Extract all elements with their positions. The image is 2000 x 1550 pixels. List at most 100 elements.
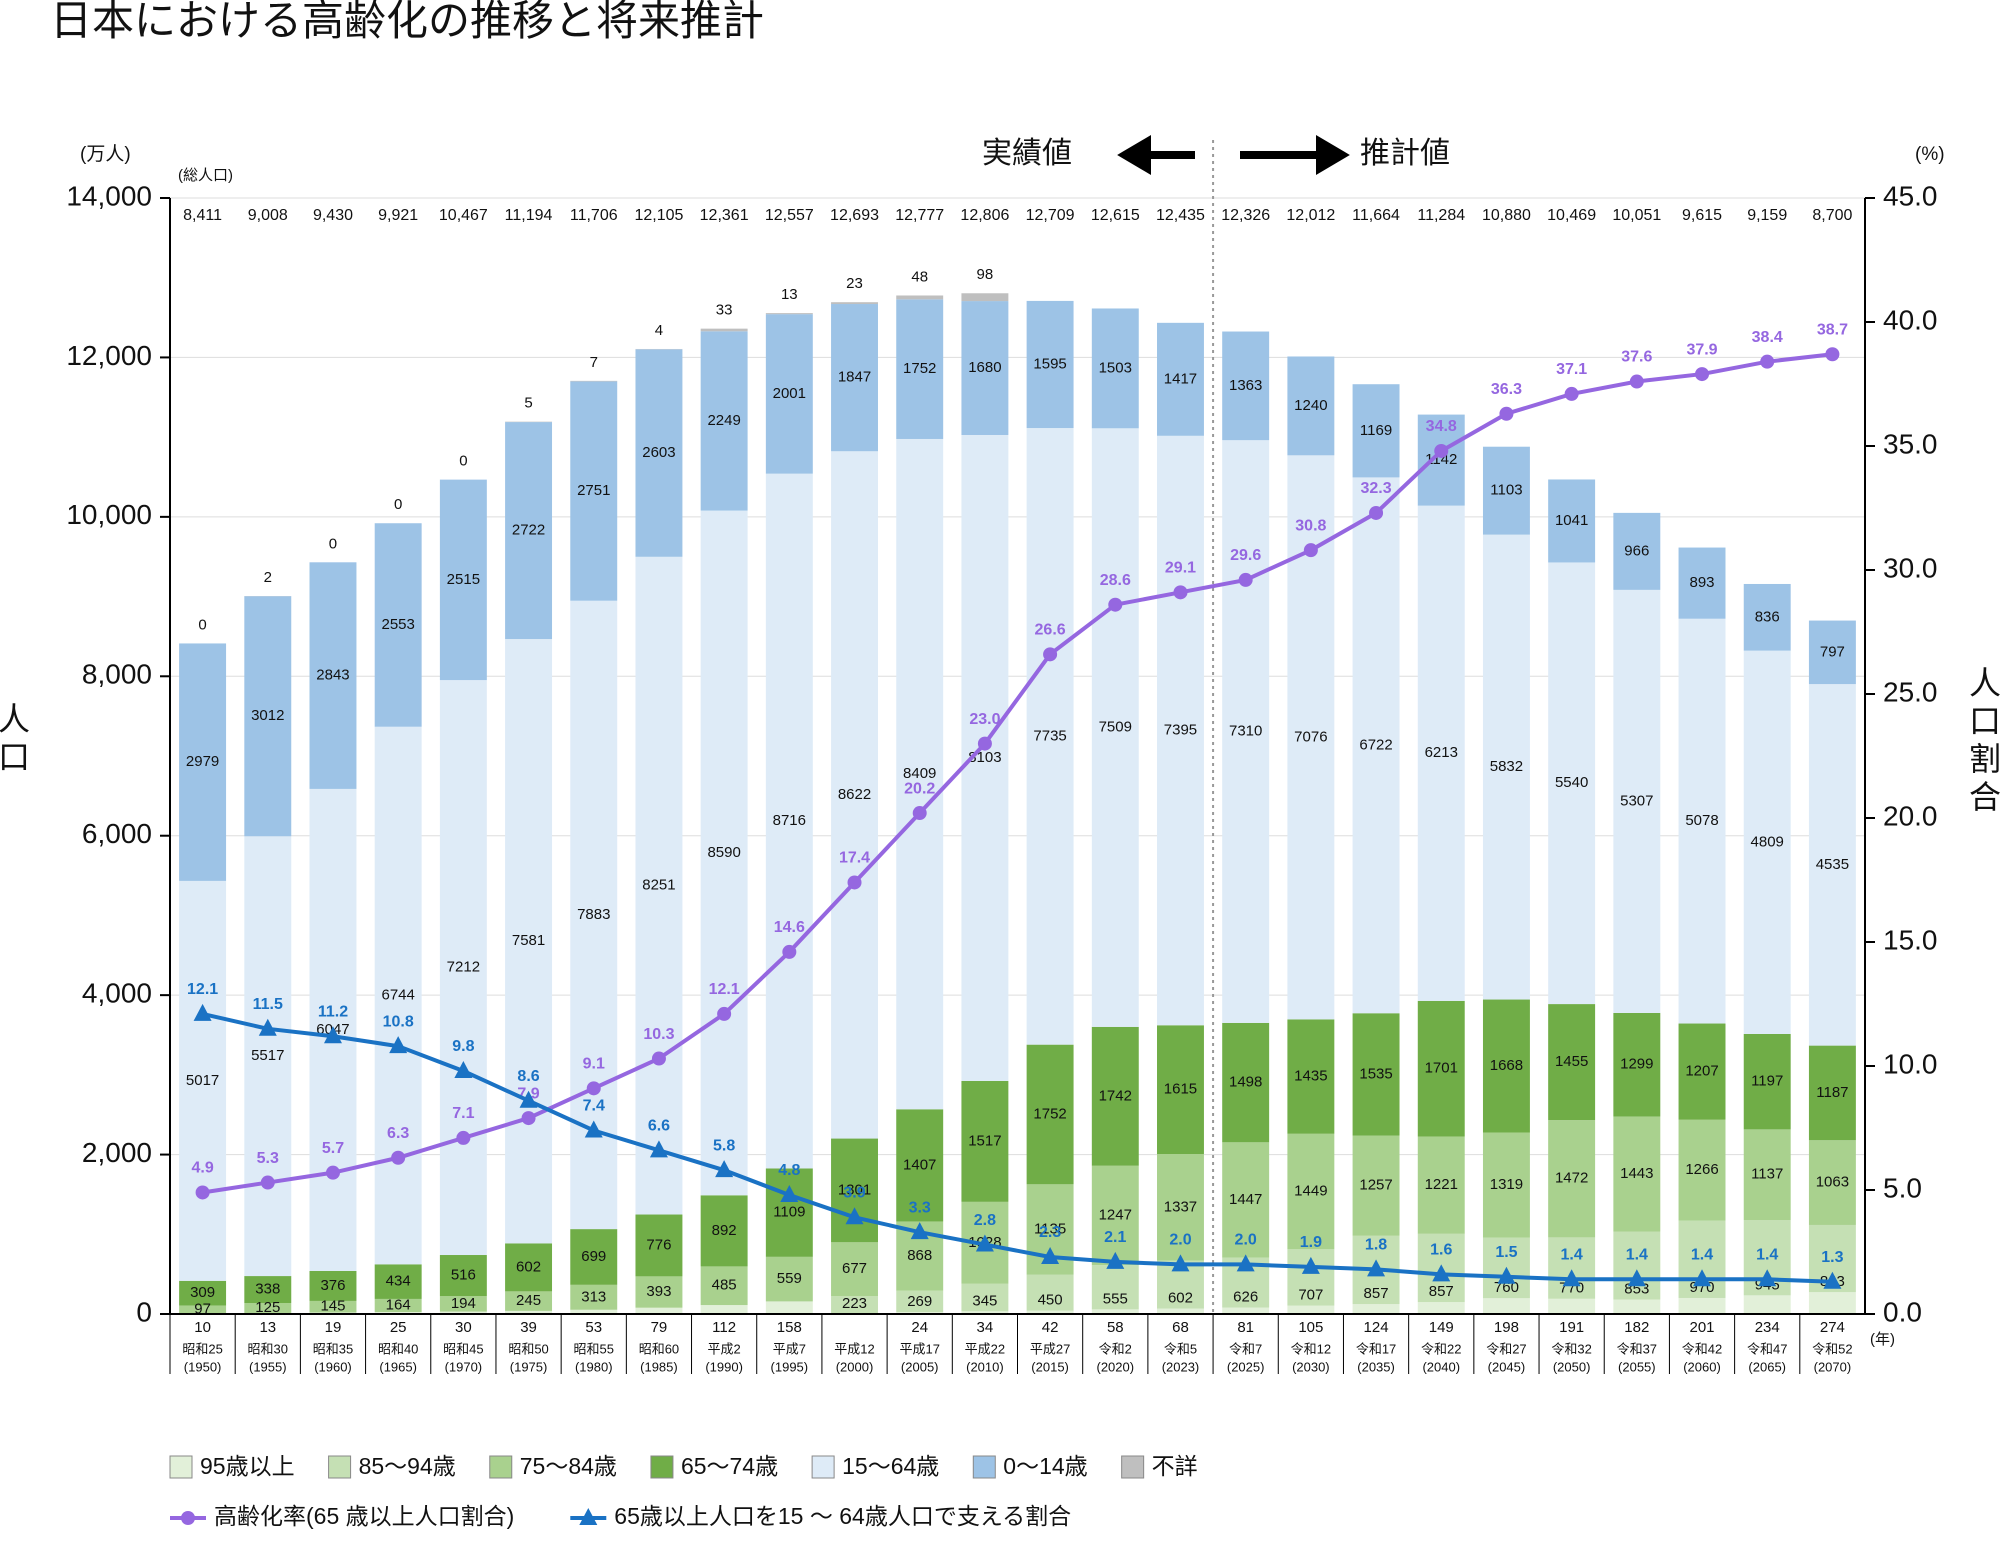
bar-segment xyxy=(1808,620,1856,685)
legend-swatch xyxy=(489,1455,513,1479)
line-point xyxy=(651,1051,666,1066)
bar-segment xyxy=(1743,583,1791,651)
bar-segment xyxy=(570,380,618,382)
x-tick-label: 令和52 xyxy=(1812,1341,1852,1356)
segment-label: 5078 xyxy=(1685,812,1718,829)
segment-label: 1517 xyxy=(968,1132,1001,1149)
total-label: 9,615 xyxy=(1682,207,1722,224)
bar-segment xyxy=(1613,1231,1661,1300)
total-caption: (総人口) xyxy=(178,167,233,184)
segment-label: 5 xyxy=(524,395,532,412)
y-unit: (万人) xyxy=(80,143,131,165)
segment-label: 245 xyxy=(516,1292,541,1309)
segment-label: 1137 xyxy=(1751,1166,1783,1183)
segment-label: 1135 xyxy=(1034,1221,1066,1238)
line-point xyxy=(1823,1271,1842,1289)
x-tick-year: (1980) xyxy=(575,1359,613,1374)
bar-segment xyxy=(244,1276,292,1303)
segment-label: 602 xyxy=(516,1258,541,1275)
line-point xyxy=(1627,1269,1646,1287)
segment-label: 1701 xyxy=(1425,1060,1458,1077)
line-point xyxy=(519,1090,538,1108)
legend-label: 不詳 xyxy=(1152,1453,1198,1479)
line-point xyxy=(454,1060,473,1078)
x-tick-year: (2010) xyxy=(966,1359,1004,1374)
line-point xyxy=(325,1165,340,1180)
line-point xyxy=(717,1006,732,1021)
bar-segment xyxy=(439,1255,487,1297)
line-label: 37.1 xyxy=(1556,361,1587,378)
x-tick-label: 令和5 xyxy=(1164,1341,1197,1356)
line-label: 2.0 xyxy=(1169,1232,1191,1249)
bar-segment xyxy=(700,331,748,511)
segment-label: 1103 xyxy=(1490,482,1522,499)
legend-label: 高齢化率(65 歳以上人口割合) xyxy=(214,1503,514,1529)
arrow-left xyxy=(1117,134,1195,176)
line-point xyxy=(195,1185,210,1200)
total-label: 10,469 xyxy=(1547,207,1596,224)
bar-segment xyxy=(1482,1132,1530,1238)
segment-label: 2722 xyxy=(512,522,545,539)
segment-label: 5832 xyxy=(1490,758,1523,775)
x-tick-label: 令和42 xyxy=(1682,1341,1722,1356)
segment-label: 868 xyxy=(907,1247,932,1264)
segment-label: 53 xyxy=(585,1319,602,1336)
actual-label: 実績値 xyxy=(982,137,1072,170)
legend-swatch xyxy=(169,1455,193,1479)
bar-segment xyxy=(1091,1265,1139,1310)
line-point xyxy=(1367,1259,1386,1277)
x-tick-year: (1965) xyxy=(379,1359,417,1374)
bar-segment xyxy=(635,349,683,557)
line-point xyxy=(912,806,927,821)
segment-label: 6722 xyxy=(1359,736,1392,753)
x-tick-label: 昭和30 xyxy=(248,1341,288,1356)
line-point xyxy=(1434,443,1449,458)
segment-label: 7 xyxy=(590,354,598,371)
y2-tick-label: 40.0 xyxy=(1883,304,1938,335)
bar-segment xyxy=(374,1264,422,1299)
x-tick-year: (2035) xyxy=(1357,1359,1395,1374)
bar-segment xyxy=(1808,684,1856,1046)
bar-segment xyxy=(1287,1305,1335,1314)
line-label: 6.6 xyxy=(648,1118,670,1135)
legend-label: 0～14歳 xyxy=(1003,1453,1087,1479)
bar-segment xyxy=(1808,1292,1856,1314)
x-tick-year: (1955) xyxy=(249,1359,287,1374)
segment-label: 7509 xyxy=(1099,719,1132,736)
line-point xyxy=(1041,1246,1060,1264)
segment-label: 857 xyxy=(1364,1285,1389,1302)
line-label: 20.2 xyxy=(904,780,935,797)
line-label: 10.3 xyxy=(643,1026,674,1043)
segment-label: 234 xyxy=(1755,1319,1780,1336)
bar-segment xyxy=(765,313,813,315)
segment-label: 68 xyxy=(1172,1319,1189,1336)
ylabel: 人口 xyxy=(0,701,30,775)
line-label: 14.6 xyxy=(774,919,805,936)
bar-segment xyxy=(1613,1299,1661,1314)
line-label: 1.3 xyxy=(1821,1249,1843,1266)
line-label: 9.8 xyxy=(452,1038,474,1055)
bar-segment xyxy=(1091,1026,1139,1166)
x-tick-label: 昭和35 xyxy=(313,1341,353,1356)
segment-label: 19 xyxy=(325,1319,342,1336)
line-point xyxy=(1758,1269,1777,1287)
x-tick-year: (2040) xyxy=(1422,1359,1460,1374)
y2label: 人口割合 xyxy=(1969,665,2000,815)
x-tick-label: 平成22 xyxy=(965,1341,1005,1356)
segment-label: 201 xyxy=(1690,1319,1715,1336)
segment-label: 39 xyxy=(520,1319,537,1336)
bar-segment xyxy=(831,451,878,1139)
bar-segment xyxy=(1678,1023,1726,1120)
bar-segment xyxy=(1222,331,1270,441)
segment-label: 1221 xyxy=(1425,1176,1458,1193)
bar-segment xyxy=(961,1080,1009,1202)
line-label: 1.4 xyxy=(1691,1246,1713,1263)
segment-label: 1240 xyxy=(1294,397,1327,414)
bar-segment xyxy=(1613,512,1661,590)
bar-segment xyxy=(765,1168,813,1257)
segment-label: 1503 xyxy=(1099,359,1132,376)
x-tick-year: (1970) xyxy=(445,1359,483,1374)
line-label: 32.3 xyxy=(1360,480,1391,497)
segment-label: 98 xyxy=(977,266,994,283)
